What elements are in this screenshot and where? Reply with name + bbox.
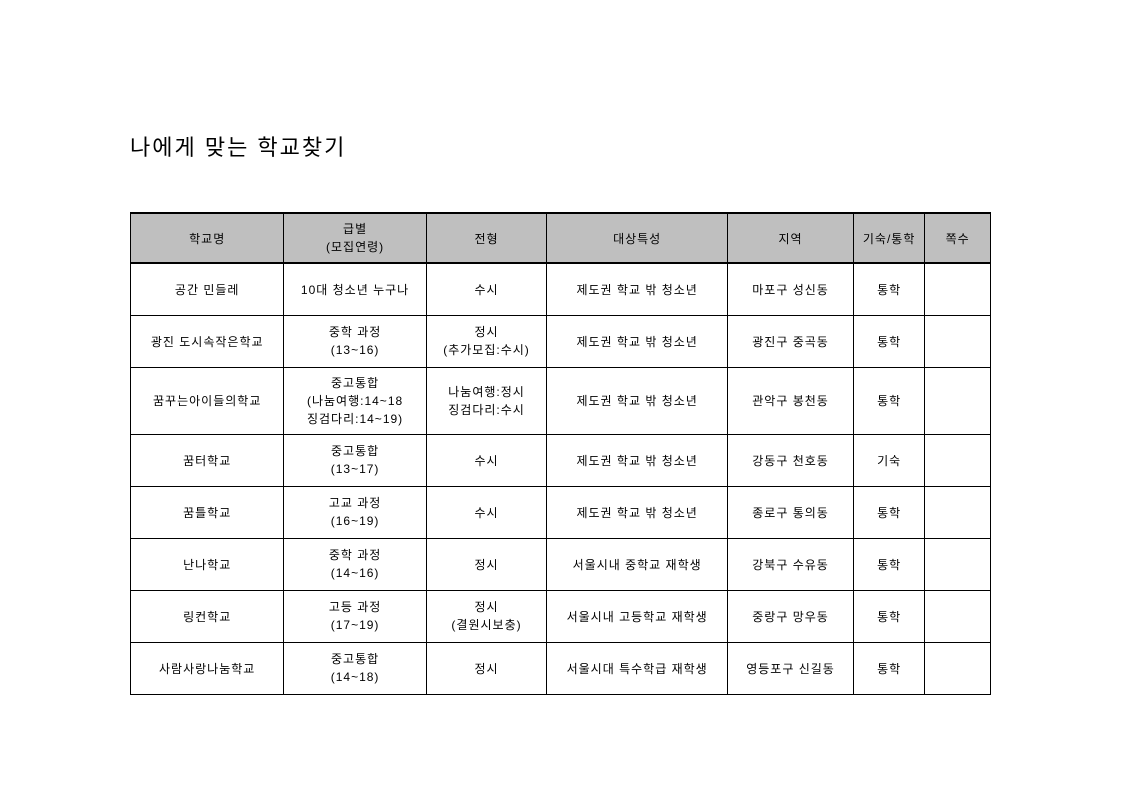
cell-page (925, 315, 991, 367)
cell-level: 고교 과정(16~19) (284, 486, 426, 538)
cell-target: 서울시대 특수학급 재학생 (547, 642, 728, 694)
cell-level: 10대 청소년 누구나 (284, 263, 426, 315)
cell-region: 강북구 수유동 (728, 538, 854, 590)
cell-name: 꿈틀학교 (131, 486, 284, 538)
cell-page (925, 642, 991, 694)
col-header-target: 대상특성 (547, 213, 728, 263)
cell-target: 제도권 학교 밖 청소년 (547, 315, 728, 367)
table-row: 꿈틀학교고교 과정(16~19)수시제도권 학교 밖 청소년종로구 통의동통학 (131, 486, 991, 538)
table-row: 난나학교중학 과정(14~16)정시서울시내 중학교 재학생강북구 수유동통학 (131, 538, 991, 590)
cell-dorm: 통학 (854, 486, 925, 538)
cell-name: 꿈터학교 (131, 434, 284, 486)
cell-dorm: 기숙 (854, 434, 925, 486)
cell-region: 영등포구 신길동 (728, 642, 854, 694)
cell-region: 종로구 통의동 (728, 486, 854, 538)
cell-region: 관악구 봉천동 (728, 367, 854, 434)
cell-target: 제도권 학교 밖 청소년 (547, 367, 728, 434)
cell-page (925, 263, 991, 315)
cell-level: 중학 과정(14~16) (284, 538, 426, 590)
cell-region: 중랑구 망우동 (728, 590, 854, 642)
table-row: 공간 민들레10대 청소년 누구나수시제도권 학교 밖 청소년마포구 성신동통학 (131, 263, 991, 315)
table-row: 사람사랑나눔학교중고통합(14~18)정시서울시대 특수학급 재학생영등포구 신… (131, 642, 991, 694)
col-header-region: 지역 (728, 213, 854, 263)
cell-level: 중고통합(14~18) (284, 642, 426, 694)
cell-type: 수시 (426, 263, 547, 315)
cell-target: 제도권 학교 밖 청소년 (547, 486, 728, 538)
school-table: 학교명 급별(모집연령) 전형 대상특성 지역 기숙/통학 쪽수 공간 민들레1… (130, 212, 991, 695)
cell-dorm: 통학 (854, 263, 925, 315)
cell-target: 제도권 학교 밖 청소년 (547, 434, 728, 486)
cell-region: 광진구 중곡동 (728, 315, 854, 367)
cell-dorm: 통학 (854, 538, 925, 590)
page-title: 나에게 맞는 학교찾기 (130, 130, 991, 162)
cell-target: 서울시내 고등학교 재학생 (547, 590, 728, 642)
cell-region: 강동구 천호동 (728, 434, 854, 486)
table-header-row: 학교명 급별(모집연령) 전형 대상특성 지역 기숙/통학 쪽수 (131, 213, 991, 263)
cell-dorm: 통학 (854, 367, 925, 434)
cell-target: 제도권 학교 밖 청소년 (547, 263, 728, 315)
col-header-level: 급별(모집연령) (284, 213, 426, 263)
table-row: 꿈꾸는아이들의학교중고통합(나눔여행:14~18징검다리:14~19)나눔여행:… (131, 367, 991, 434)
cell-dorm: 통학 (854, 642, 925, 694)
col-header-type: 전형 (426, 213, 547, 263)
cell-name: 링컨학교 (131, 590, 284, 642)
cell-page (925, 538, 991, 590)
cell-level: 중학 과정(13~16) (284, 315, 426, 367)
cell-page (925, 367, 991, 434)
cell-name: 광진 도시속작은학교 (131, 315, 284, 367)
table-row: 꿈터학교중고통합(13~17)수시제도권 학교 밖 청소년강동구 천호동기숙 (131, 434, 991, 486)
cell-type: 나눔여행:정시징검다리:수시 (426, 367, 547, 434)
col-header-name: 학교명 (131, 213, 284, 263)
cell-type: 정시 (426, 538, 547, 590)
cell-level: 중고통합(13~17) (284, 434, 426, 486)
cell-dorm: 통학 (854, 590, 925, 642)
table-row: 광진 도시속작은학교중학 과정(13~16)정시(추가모집:수시)제도권 학교 … (131, 315, 991, 367)
cell-name: 난나학교 (131, 538, 284, 590)
table-row: 링컨학교고등 과정(17~19)정시(결원시보충)서울시내 고등학교 재학생중랑… (131, 590, 991, 642)
cell-type: 수시 (426, 434, 547, 486)
cell-page (925, 434, 991, 486)
col-header-dorm: 기숙/통학 (854, 213, 925, 263)
cell-level: 고등 과정(17~19) (284, 590, 426, 642)
cell-page (925, 486, 991, 538)
cell-type: 정시(결원시보충) (426, 590, 547, 642)
cell-region: 마포구 성신동 (728, 263, 854, 315)
cell-type: 정시(추가모집:수시) (426, 315, 547, 367)
cell-type: 수시 (426, 486, 547, 538)
cell-type: 정시 (426, 642, 547, 694)
cell-level: 중고통합(나눔여행:14~18징검다리:14~19) (284, 367, 426, 434)
cell-name: 꿈꾸는아이들의학교 (131, 367, 284, 434)
cell-dorm: 통학 (854, 315, 925, 367)
cell-name: 공간 민들레 (131, 263, 284, 315)
cell-name: 사람사랑나눔학교 (131, 642, 284, 694)
col-header-page: 쪽수 (925, 213, 991, 263)
cell-target: 서울시내 중학교 재학생 (547, 538, 728, 590)
cell-page (925, 590, 991, 642)
